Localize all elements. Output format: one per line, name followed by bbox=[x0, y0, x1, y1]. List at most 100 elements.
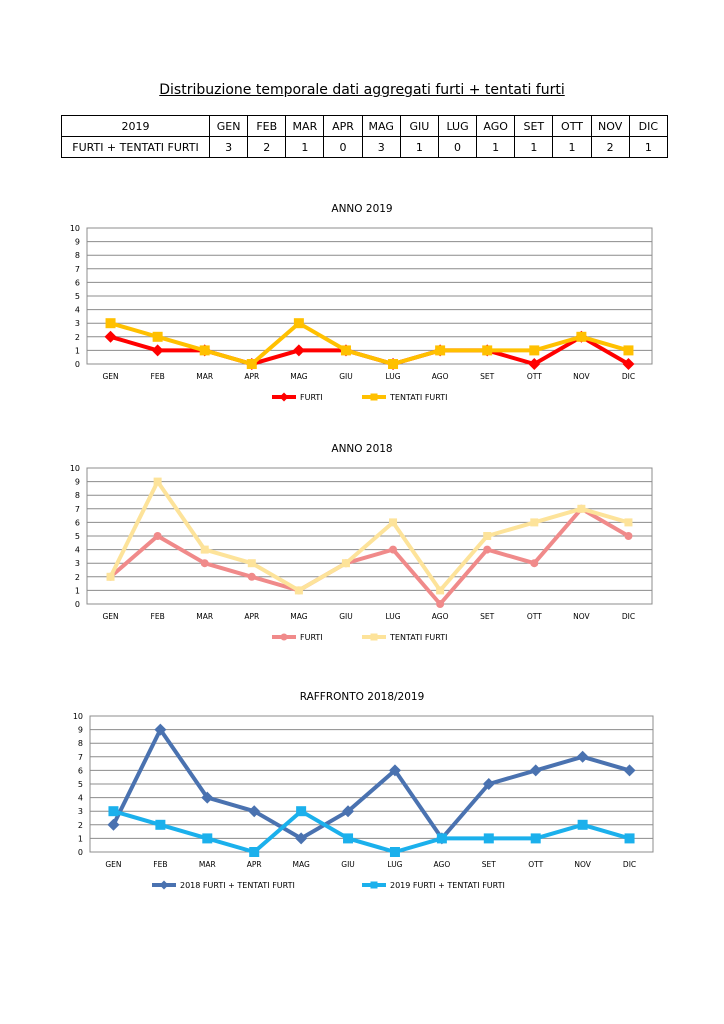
data-point bbox=[247, 572, 256, 581]
plot-area bbox=[89, 715, 654, 853]
table-cell: 1 bbox=[514, 136, 554, 158]
x-tick-label: AGO bbox=[434, 860, 451, 869]
table-cell: 1 bbox=[399, 136, 439, 158]
table-header-cell: AGO bbox=[476, 115, 516, 137]
chart-title: ANNO 2018 bbox=[331, 443, 392, 455]
x-tick-label: MAR bbox=[199, 860, 216, 869]
y-tick-label: 0 bbox=[75, 360, 80, 369]
data-point bbox=[388, 764, 401, 777]
x-tick-label: LUG bbox=[385, 372, 400, 381]
table-header-cell: NOV bbox=[590, 115, 630, 137]
data-point bbox=[106, 572, 115, 581]
legend-marker bbox=[370, 393, 378, 401]
table-header-cell: GIU bbox=[399, 115, 439, 137]
x-tick-label: MAR bbox=[196, 612, 213, 621]
y-tick-label: 1 bbox=[78, 834, 83, 843]
x-tick-label: SET bbox=[480, 372, 494, 381]
y-tick-label: 9 bbox=[75, 478, 80, 487]
data-point bbox=[201, 791, 214, 804]
legend-label: 2019 FURTI + TENTATI FURTI bbox=[390, 881, 505, 890]
x-tick-label: OTT bbox=[527, 372, 542, 381]
legend-label: 2018 FURTI + TENTATI FURTI bbox=[180, 881, 295, 890]
y-tick-label: 8 bbox=[75, 251, 80, 260]
data-point bbox=[577, 819, 588, 830]
data-point bbox=[576, 331, 587, 342]
table-header-cell: GEN bbox=[208, 115, 249, 137]
legend-marker bbox=[370, 881, 378, 889]
table-header-row: 2019 GEN FEB MAR APR MAG GIU LUG AGO SET… bbox=[61, 115, 669, 137]
legend-label: FURTI bbox=[300, 633, 323, 642]
y-tick-label: 7 bbox=[78, 753, 83, 762]
data-point bbox=[483, 833, 494, 844]
data-point bbox=[483, 532, 492, 540]
table-header-cell: APR bbox=[323, 115, 363, 137]
legend-item: TENTATI FURTI bbox=[362, 393, 448, 402]
legend-label: TENTATI FURTI bbox=[389, 393, 448, 402]
x-tick-label: MAG bbox=[290, 372, 307, 381]
data-point bbox=[151, 344, 164, 357]
table-cell: 0 bbox=[323, 136, 363, 158]
y-tick-label: 10 bbox=[73, 712, 83, 721]
x-tick-label: MAG bbox=[290, 612, 307, 621]
data-point bbox=[153, 532, 162, 540]
table-header-cell: MAR bbox=[285, 115, 325, 137]
series-line bbox=[111, 727, 631, 841]
y-tick-label: 7 bbox=[75, 505, 80, 514]
legend-marker bbox=[279, 392, 289, 402]
line-chart-raffronto: RAFFRONTO 2018/2019 0 1 2 3 4 5 6 7 8 9 10 GEN FEB MAR… bbox=[73, 691, 654, 890]
y-tick-label: 5 bbox=[75, 532, 80, 541]
plot-area bbox=[86, 227, 653, 365]
data-point bbox=[155, 819, 166, 830]
y-tick-label: 9 bbox=[75, 238, 80, 247]
data-point bbox=[199, 345, 210, 356]
legend-label: FURTI bbox=[300, 393, 323, 402]
legend-marker bbox=[280, 633, 288, 641]
legend-marker bbox=[159, 880, 169, 890]
line-chart-2018: ANNO 2018 0 1 2 3 4 5 6 7 8 9 10 GEN FEB MAR APR MAG GIU L… bbox=[70, 443, 653, 642]
x-tick-label: FEB bbox=[151, 372, 165, 381]
data-point bbox=[246, 359, 257, 369]
data-point bbox=[108, 806, 119, 817]
table-row: FURTI + TENTATI FURTI 3 2 1 0 3 1 0 1 1 … bbox=[61, 136, 669, 158]
data-point bbox=[105, 318, 116, 329]
series-line bbox=[109, 506, 630, 606]
data-point bbox=[622, 358, 635, 370]
data-point bbox=[293, 318, 304, 329]
x-tick-label: APR bbox=[244, 372, 259, 381]
y-tick-label: 4 bbox=[75, 546, 80, 555]
data-point bbox=[624, 518, 633, 527]
document-title: Distribuzione temporale dati aggregati f… bbox=[159, 82, 565, 98]
series-line bbox=[112, 809, 631, 854]
plot-area bbox=[86, 467, 653, 605]
x-tick-label: DIC bbox=[622, 612, 635, 621]
data-point bbox=[104, 330, 117, 343]
x-tick-label: GEN bbox=[102, 372, 118, 381]
chart-raffronto: RAFFRONTO 2018/2019 0 1 2 3 4 5 6 7 8 9 10 GEN FEB MAR… bbox=[0, 678, 724, 912]
y-tick-label: 5 bbox=[78, 780, 83, 789]
y-tick-label: 5 bbox=[75, 292, 80, 301]
x-tick-label: GEN bbox=[105, 860, 121, 869]
y-tick-label: 1 bbox=[75, 346, 80, 355]
data-point bbox=[295, 832, 308, 845]
x-tick-label: NOV bbox=[573, 612, 590, 621]
line-chart-2019: ANNO 2019 0 1 2 3 4 5 6 7 8 9 10 GEN FEB MAR APR MAG GIU L… bbox=[70, 203, 653, 402]
table-header-cell: FEB bbox=[247, 115, 287, 137]
data-point bbox=[576, 750, 589, 763]
x-tick-label: APR bbox=[244, 612, 259, 621]
table-header-cell: OTT bbox=[552, 115, 592, 137]
x-tick-label: NOV bbox=[574, 860, 591, 869]
legend-item: 2019 FURTI + TENTATI FURTI bbox=[362, 881, 505, 890]
series-1 bbox=[108, 806, 635, 857]
series-1 bbox=[106, 477, 633, 595]
y-tick-label: 2 bbox=[78, 821, 83, 830]
y-tick-label: 3 bbox=[78, 807, 83, 816]
table-cell: 1 bbox=[628, 136, 669, 158]
x-tick-label: AGO bbox=[432, 612, 449, 621]
data-point bbox=[530, 559, 539, 568]
data-point bbox=[530, 833, 541, 844]
chart-anno-2019: ANNO 2019 0 1 2 3 4 5 6 7 8 9 10 GEN FEB MAR APR MAG GIU L… bbox=[0, 190, 724, 424]
x-tick-label: GIU bbox=[339, 612, 353, 621]
y-tick-label: 8 bbox=[78, 739, 83, 748]
x-tick-label: GIU bbox=[341, 860, 355, 869]
y-tick-label: 6 bbox=[78, 766, 83, 775]
